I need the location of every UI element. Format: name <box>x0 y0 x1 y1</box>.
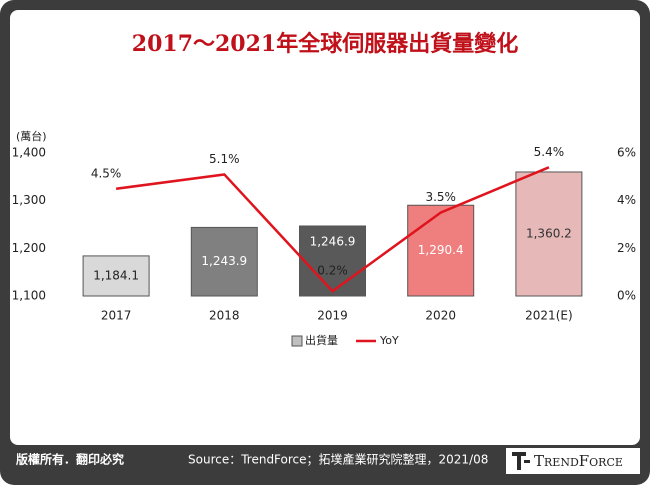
bar <box>82 255 150 297</box>
bar <box>407 204 475 297</box>
bar <box>299 225 366 297</box>
logo: TrendForce <box>534 452 623 470</box>
line <box>115 166 550 293</box>
y-tick-label: 1,300 <box>12 193 46 207</box>
line-value-label: 0.2% <box>317 264 348 278</box>
y2-tick-label: 6% <box>617 146 636 160</box>
y-tick-label: 1,400 <box>12 146 46 160</box>
legend-label: 出貨量 <box>305 333 338 347</box>
x-tick-label: 2019 <box>317 309 348 323</box>
x-tick-label: 2020 <box>425 309 456 323</box>
bar-value-label: 1,243.9 <box>201 254 247 268</box>
logo-icon <box>512 452 530 470</box>
line-value-label: 3.5% <box>425 190 456 204</box>
x-tick-label: 2017 <box>101 309 132 323</box>
bar <box>190 226 258 297</box>
y-tick-label: 1,200 <box>12 241 46 255</box>
chart-title: 2017～2021年全球伺服器出貨量變化 <box>132 31 518 57</box>
bar-value-label: 1,290.4 <box>418 243 464 257</box>
x-tick-label: 2021(E) <box>525 309 572 323</box>
legend-swatch <box>291 335 303 347</box>
source: Source：TrendForce；拓墣產業研究院整理，2021/08 <box>188 452 488 467</box>
bar-value-label: 1,184.1 <box>93 268 139 282</box>
x-tick-label: 2018 <box>209 309 240 323</box>
bar-value-label: 1,246.9 <box>310 234 356 248</box>
legend-label: YoY <box>379 334 399 347</box>
y-tick-label: 1,100 <box>12 289 46 303</box>
y2-tick-label: 0% <box>617 289 636 303</box>
y2-tick-label: 2% <box>617 241 636 255</box>
y-axis-label: (萬台) <box>16 129 47 143</box>
line-value-label: 4.5% <box>91 166 122 180</box>
copyright: 版權所有．翻印必究 <box>16 452 124 467</box>
bar-value-label: 1,360.2 <box>526 226 572 240</box>
line-value-label: 5.1% <box>209 152 240 166</box>
line-value-label: 5.4% <box>534 145 565 159</box>
bar <box>515 171 583 297</box>
y2-tick-label: 4% <box>617 193 636 207</box>
